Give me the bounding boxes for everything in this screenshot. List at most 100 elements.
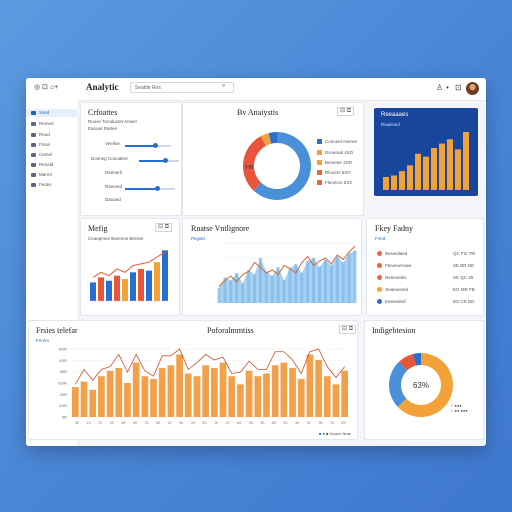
bar[interactable] — [211, 368, 218, 417]
slider-knob[interactable] — [153, 143, 158, 148]
bar[interactable] — [124, 383, 131, 417]
bar[interactable] — [228, 376, 236, 417]
bar[interactable] — [383, 176, 389, 190]
bar[interactable] — [130, 272, 136, 301]
slider[interactable] — [125, 186, 175, 191]
bar[interactable] — [306, 354, 314, 417]
bar[interactable] — [138, 268, 144, 301]
bar[interactable] — [332, 384, 340, 417]
bar[interactable] — [423, 156, 429, 190]
sidebar-item-6[interactable]: Marrel — [31, 171, 52, 179]
bar[interactable] — [237, 384, 244, 417]
donut-slice[interactable] — [260, 133, 272, 146]
bar[interactable] — [202, 365, 209, 417]
donut-slice[interactable] — [253, 132, 311, 200]
bar[interactable] — [98, 376, 105, 417]
bar[interactable] — [241, 283, 245, 304]
bar[interactable] — [98, 277, 104, 301]
slider-knob[interactable] — [155, 186, 160, 191]
bar[interactable] — [439, 143, 445, 190]
bar[interactable] — [154, 262, 160, 301]
bar[interactable] — [282, 280, 286, 304]
bar[interactable] — [252, 274, 256, 304]
bar[interactable] — [447, 139, 453, 190]
bar[interactable] — [341, 370, 348, 417]
bar[interactable] — [146, 270, 152, 301]
donut-slice[interactable] — [413, 353, 421, 366]
sidebar-item-5[interactable]: Renald — [31, 161, 53, 169]
card-options-button[interactable]: ⊟ ⧉ — [337, 107, 354, 116]
bar[interactable] — [150, 378, 157, 417]
cart-icon[interactable]: ⊡ — [455, 83, 462, 92]
bar[interactable] — [245, 370, 253, 417]
bar[interactable] — [391, 175, 397, 191]
bar[interactable] — [329, 265, 333, 304]
bar[interactable] — [455, 149, 461, 190]
bar[interactable] — [294, 264, 298, 303]
sidebar-item-3[interactable]: Frisel — [31, 141, 50, 149]
bar[interactable] — [217, 288, 221, 303]
bar[interactable] — [229, 280, 233, 304]
bar[interactable] — [264, 271, 268, 304]
bar[interactable] — [162, 250, 168, 301]
bar[interactable] — [431, 147, 437, 190]
avatar[interactable] — [466, 82, 479, 95]
bar[interactable] — [89, 389, 97, 417]
list-item[interactable]: Eeeeeded — [377, 299, 406, 305]
list-item[interactable]: Beseeilaed — [377, 251, 407, 257]
bar[interactable] — [288, 268, 292, 304]
donut-slice[interactable] — [389, 361, 408, 407]
sidebar-item-2[interactable]: Rood — [31, 131, 50, 139]
slider-knob[interactable] — [163, 158, 168, 163]
bar[interactable] — [407, 165, 413, 190]
sidebar-item-7[interactable]: Fedes — [31, 181, 52, 189]
bar[interactable] — [219, 362, 227, 417]
bar[interactable] — [280, 362, 288, 417]
bar[interactable] — [254, 376, 262, 417]
bar[interactable] — [167, 365, 175, 417]
search-icon[interactable]: ⌕ — [222, 83, 226, 89]
bar[interactable] — [72, 387, 79, 417]
bar[interactable] — [235, 273, 239, 303]
bar[interactable] — [258, 258, 262, 303]
user-icon[interactable]: ♙ — [436, 83, 444, 92]
bar[interactable] — [270, 276, 274, 303]
slider[interactable] — [139, 158, 179, 163]
bar[interactable] — [300, 273, 304, 303]
bar[interactable] — [80, 381, 88, 417]
bar[interactable] — [263, 373, 270, 417]
bar[interactable] — [335, 256, 339, 304]
bar[interactable] — [247, 270, 251, 303]
bar[interactable] — [315, 359, 322, 417]
sidebar-item-0[interactable]: Sved — [26, 109, 77, 117]
bar[interactable] — [115, 368, 123, 417]
card-options-button[interactable]: ⊟ ⧉ — [155, 223, 172, 232]
card-options-button[interactable]: ⊟ ⧉ — [339, 325, 356, 334]
list-item[interactable]: Fteueueroaie — [377, 263, 412, 269]
donut-slice[interactable] — [243, 136, 266, 191]
bar[interactable] — [341, 262, 345, 304]
bar[interactable] — [271, 365, 279, 417]
bar[interactable] — [318, 267, 322, 303]
bar[interactable] — [323, 259, 327, 304]
bar[interactable] — [114, 275, 120, 301]
bar[interactable] — [141, 376, 149, 417]
bar[interactable] — [353, 250, 357, 304]
bar[interactable] — [463, 132, 469, 190]
slider[interactable] — [125, 143, 171, 148]
list-item[interactable]: Neneoeles — [377, 275, 407, 281]
bar[interactable] — [399, 171, 405, 190]
bar[interactable] — [276, 267, 280, 303]
bar[interactable] — [106, 370, 114, 417]
bar[interactable] — [312, 258, 316, 303]
list-item[interactable]: Jleaeuxeed — [377, 287, 408, 293]
sidebar-item-1[interactable]: Remed — [31, 120, 54, 128]
bar[interactable] — [415, 153, 421, 190]
search-input[interactable]: Seattle Res — [130, 82, 234, 93]
bar[interactable] — [106, 280, 112, 301]
donut-slice[interactable] — [397, 353, 453, 417]
bar[interactable] — [184, 373, 192, 417]
bar[interactable] — [347, 253, 351, 304]
bar[interactable] — [223, 277, 227, 304]
donut-slice[interactable] — [399, 354, 417, 371]
